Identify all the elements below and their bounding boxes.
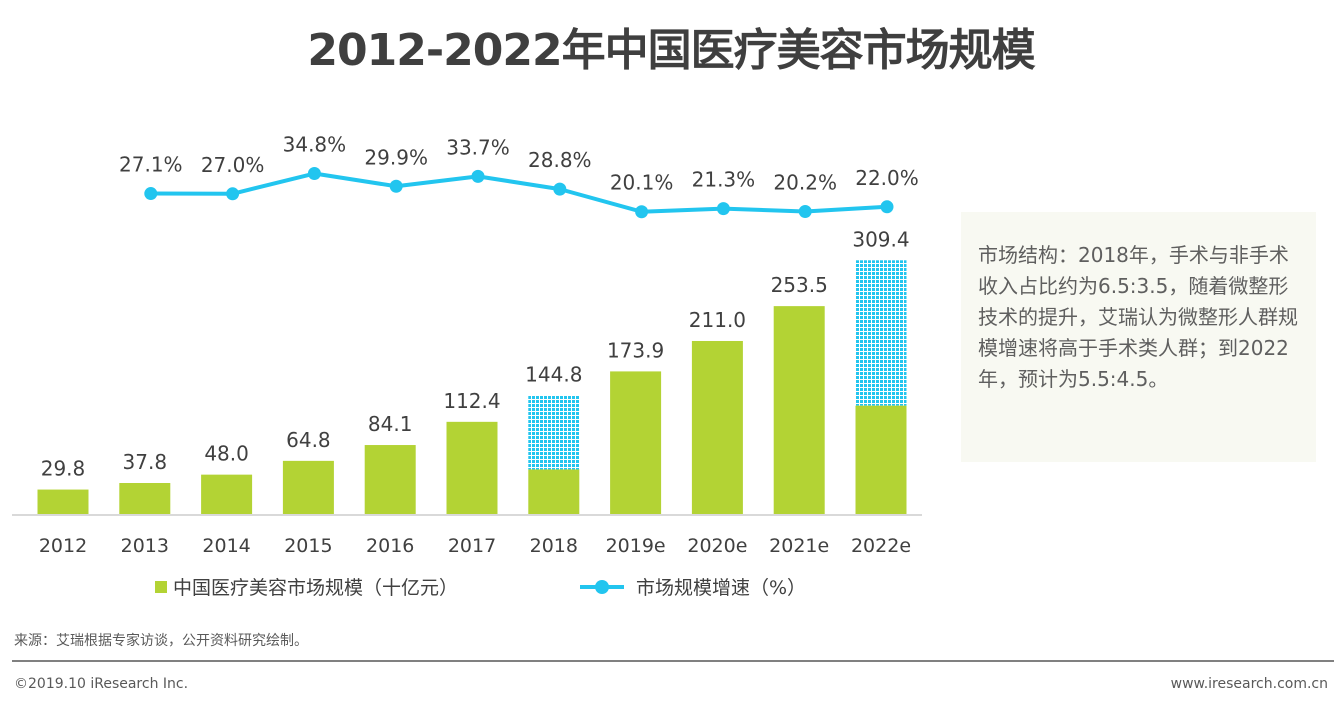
- growth-data-label: 27.1%: [119, 153, 183, 177]
- legend-item-market-size: 中国医疗美容市场规模（十亿元）: [155, 573, 458, 600]
- legend-line-label: 市场规模增速（%）: [636, 577, 807, 599]
- bar: [773, 306, 825, 514]
- x-tick-label: 2018: [530, 535, 578, 557]
- growth-point: [716, 202, 730, 216]
- legend-line-swatch: [580, 579, 624, 594]
- bar: [201, 474, 253, 514]
- x-tick-label: 2012: [39, 535, 87, 557]
- copyright: ©2019.10 iResearch Inc.: [14, 676, 189, 692]
- growth-data-label: 34.8%: [283, 133, 347, 157]
- bar-segment-surgical: [528, 469, 580, 514]
- bar-data-label: 309.4: [852, 227, 909, 251]
- growth-point: [553, 182, 567, 196]
- growth-line: [150, 171, 888, 214]
- bar: [364, 445, 416, 514]
- x-tick-label: 2017: [448, 535, 496, 557]
- growth-point: [144, 187, 158, 201]
- x-tick-label: 2014: [202, 535, 250, 557]
- growth-point: [389, 179, 403, 193]
- bar-data-label: 29.8: [41, 457, 86, 481]
- bar: [37, 489, 89, 514]
- bar-data-label: 253.5: [771, 273, 828, 297]
- legend-item-growth-rate: 市场规模增速（%）: [580, 573, 806, 600]
- website-link[interactable]: www.iresearch.com.cn: [1170, 676, 1328, 692]
- bar-data-label: 64.8: [286, 428, 331, 452]
- chart-title: 2012-2022年中国医疗美容市场规模: [307, 25, 1035, 76]
- bar: [446, 421, 498, 514]
- legend-bar-label: 中国医疗美容市场规模（十亿元）: [173, 577, 459, 599]
- bar-data-label: 37.8: [123, 450, 168, 474]
- x-tick-label: 2021e: [769, 535, 829, 557]
- growth-data-label: 33.7%: [446, 135, 510, 159]
- growth-point: [880, 200, 894, 214]
- bar-data-label: 48.0: [204, 442, 249, 466]
- growth-data-label: 22.0%: [855, 166, 919, 190]
- growth-data-label: 20.1%: [610, 171, 674, 195]
- market-structure-note: 市场结构：2018年，手术与非手术收入占比约为6.5:3.5，随着微整形技术的提…: [961, 212, 1316, 462]
- growth-point: [471, 169, 485, 183]
- legend-bar-swatch: [155, 580, 167, 593]
- source-note: 来源：艾瑞根据专家访谈，公开资料研究绘制。: [14, 633, 308, 649]
- bar-segment-surgical: [855, 405, 907, 514]
- x-tick-label: 2019e: [606, 535, 666, 557]
- bar: [691, 340, 743, 514]
- growth-point: [798, 204, 812, 218]
- bar-data-label: 144.8: [525, 362, 582, 386]
- growth-point: [635, 205, 649, 219]
- x-tick-label: 2015: [284, 535, 332, 557]
- growth-data-label: 20.2%: [773, 170, 837, 194]
- growth-data-label: 29.9%: [364, 145, 428, 169]
- growth-data-label: 27.0%: [201, 153, 265, 177]
- bar-segment-non-surgical: [528, 395, 580, 470]
- bar-data-label: 112.4: [443, 389, 500, 413]
- growth-point: [307, 167, 321, 181]
- growth-data-label: 28.8%: [528, 148, 592, 172]
- bar-data-label: 173.9: [607, 338, 664, 362]
- bar: [610, 371, 662, 514]
- footer-divider: [12, 660, 1334, 662]
- x-tick-label: 2016: [366, 535, 414, 557]
- x-tick-label: 2013: [121, 535, 169, 557]
- growth-data-label: 21.3%: [692, 168, 756, 192]
- bar-data-label: 84.1: [368, 412, 413, 436]
- bar-segment-non-surgical: [855, 260, 907, 406]
- bar: [119, 483, 171, 514]
- x-tick-label: 2022e: [851, 535, 911, 557]
- bar-data-label: 211.0: [689, 308, 746, 332]
- x-tick-label: 2020e: [687, 535, 747, 557]
- growth-point: [226, 187, 240, 201]
- bar: [282, 460, 334, 514]
- chart: 29.8 37.8 48.0 64.8 84.1 112.4 144.8 173.9 211.0…: [12, 133, 922, 557]
